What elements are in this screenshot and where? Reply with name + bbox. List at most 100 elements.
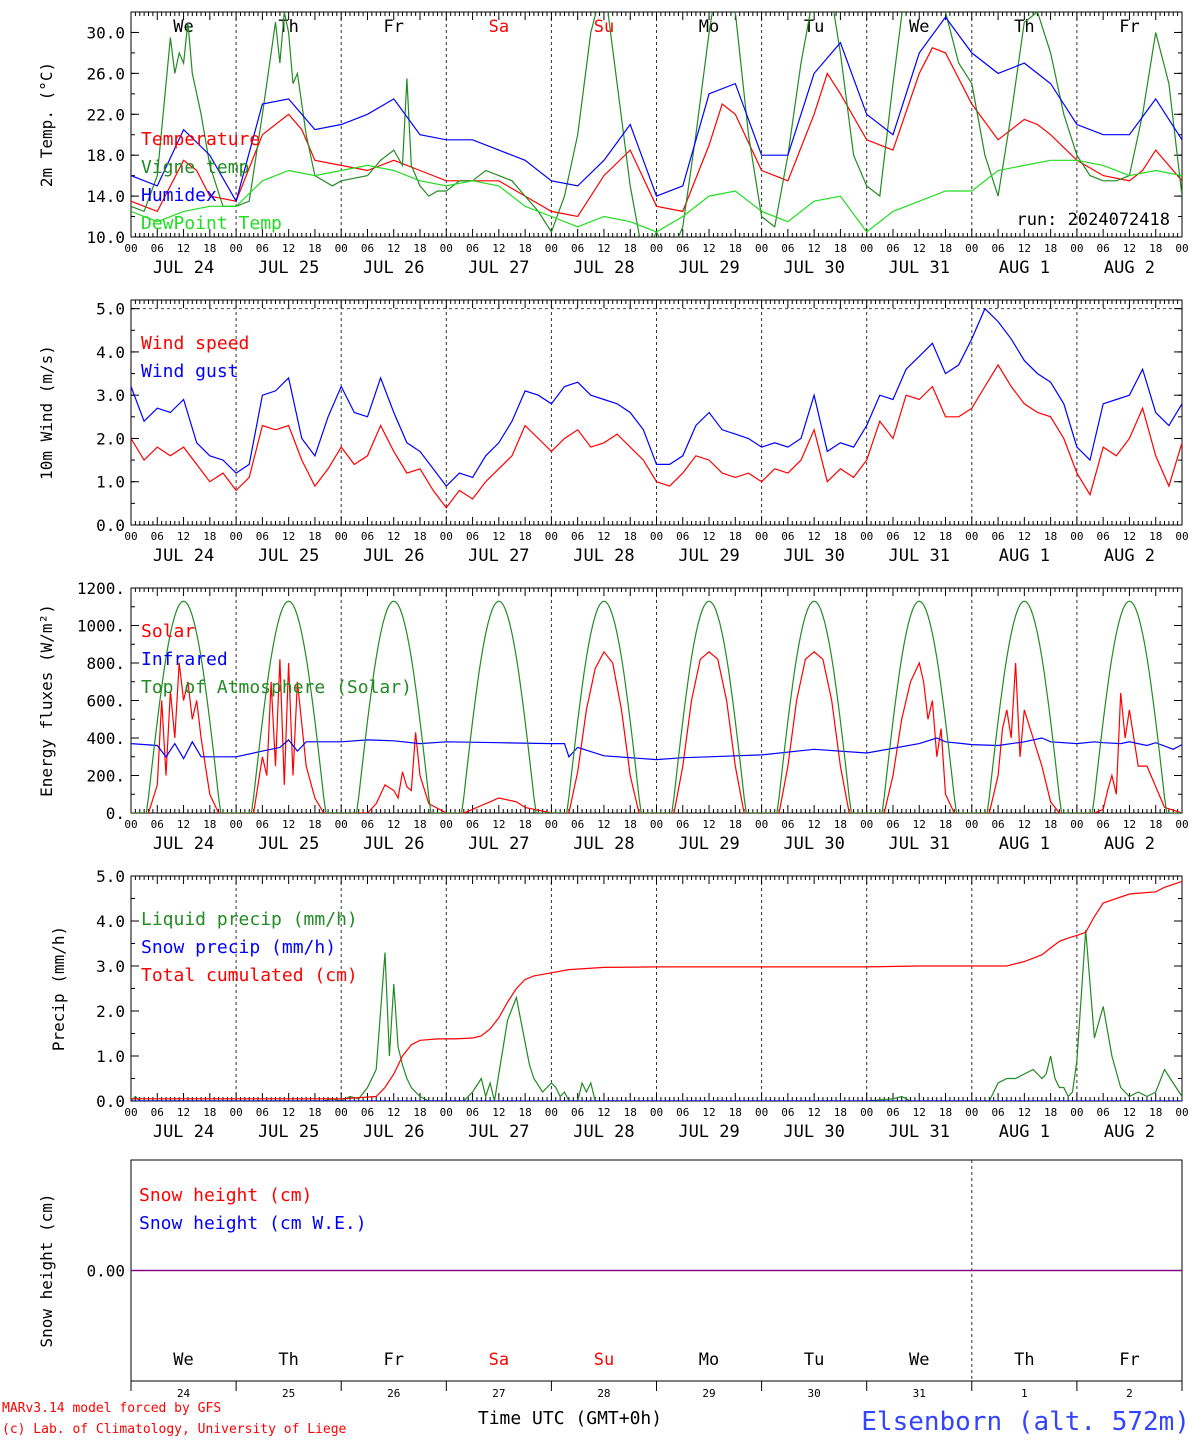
- hour-tick-label: 18: [1044, 818, 1057, 831]
- series-line-dewpoint-temp: [131, 159, 1182, 233]
- hour-tick-label: 12: [492, 818, 505, 831]
- hour-tick-label: 18: [308, 818, 321, 831]
- y-tick-label: 5.0: [96, 300, 125, 319]
- date-label: JUL 28: [573, 258, 634, 278]
- hour-tick-label: 12: [1018, 530, 1031, 543]
- hour-tick-label: 06: [256, 242, 269, 255]
- hour-tick-label: 12: [913, 818, 926, 831]
- date-label: JUL 29: [678, 258, 739, 278]
- hour-tick-label: 06: [886, 530, 899, 543]
- hour-tick-label: 00: [1070, 530, 1083, 543]
- hour-tick-label: 12: [597, 1106, 610, 1119]
- hour-tick-label: 06: [991, 1106, 1004, 1119]
- hour-tick-label: 18: [413, 242, 426, 255]
- hour-tick-label: 12: [1018, 1106, 1031, 1119]
- date-label: JUL 30: [783, 834, 844, 854]
- hour-tick-label: 06: [151, 818, 164, 831]
- hour-tick-label: 12: [808, 1106, 821, 1119]
- hour-tick-label: 12: [702, 1106, 715, 1119]
- hour-tick-label: 12: [702, 530, 715, 543]
- hour-tick-label: 00: [860, 530, 873, 543]
- y-tick-label: 1.0: [96, 1047, 125, 1066]
- hour-tick-label: 12: [177, 1106, 190, 1119]
- date-label: JUL 27: [468, 546, 529, 566]
- hour-tick-label: 06: [361, 818, 374, 831]
- date-label: AUG 1: [999, 546, 1050, 566]
- series-group: [131, 880, 1182, 1101]
- date-label: JUL 30: [783, 258, 844, 278]
- hour-tick-label: 00: [335, 818, 348, 831]
- y-tick-label: 1200.: [77, 579, 125, 598]
- hour-tick-label: 12: [913, 530, 926, 543]
- hour-tick-label: 00: [124, 1106, 137, 1119]
- hour-tick-label: 12: [282, 242, 295, 255]
- hour-tick-label: 06: [886, 1106, 899, 1119]
- y-tick-label: 1000.: [77, 617, 125, 636]
- hour-tick-label: 00: [965, 1106, 978, 1119]
- hour-tick-label: 06: [466, 1106, 479, 1119]
- hour-tick-label: 06: [571, 818, 584, 831]
- hour-tick-label: 18: [1149, 1106, 1162, 1119]
- legend-entry: DewPoint Temp: [141, 213, 282, 234]
- hour-tick-label: 18: [519, 1106, 532, 1119]
- hour-tick-label: 00: [440, 1106, 453, 1119]
- y-axis-label: Precip (mm/h): [49, 926, 68, 1051]
- hour-tick-label: 12: [387, 242, 400, 255]
- legend-entry: Snow height (cm W.E.): [139, 1213, 367, 1234]
- hour-tick-label: 00: [545, 242, 558, 255]
- series-line-solar: [131, 650, 1182, 813]
- hour-tick-label: 00: [1070, 818, 1083, 831]
- day-name-label: Fr: [384, 1350, 404, 1370]
- hour-tick-label: 00: [124, 242, 137, 255]
- y-tick-label: 0.0: [96, 516, 125, 535]
- series-line-vigne-temp: [131, 12, 1182, 237]
- y-axis-label: Energy fluxes (W/m²): [37, 604, 56, 797]
- hour-tick-label: 00: [1175, 1106, 1188, 1119]
- legend-entry: Top of Atmosphere (Solar): [141, 677, 412, 698]
- hour-tick-label: 18: [624, 242, 637, 255]
- legend-entry: Total cumulated (cm): [141, 965, 358, 986]
- hour-tick-label: 18: [519, 530, 532, 543]
- y-tick-label: 0.: [106, 804, 125, 823]
- hour-tick-label: 06: [991, 242, 1004, 255]
- y-tick-label: 5.0: [96, 867, 125, 886]
- hour-tick-label: 00: [650, 530, 663, 543]
- hour-tick-label: 18: [308, 530, 321, 543]
- hour-tick-label: 12: [597, 818, 610, 831]
- date-label: JUL 31: [889, 546, 950, 566]
- hour-tick-label: 12: [492, 242, 505, 255]
- hour-tick-label: 00: [860, 242, 873, 255]
- y-tick-label: 4.0: [96, 912, 125, 931]
- hour-tick-label: 00: [545, 818, 558, 831]
- day-name-label: Mo: [699, 17, 719, 37]
- hour-tick-label: 00: [1070, 1106, 1083, 1119]
- hour-tick-label: 12: [177, 818, 190, 831]
- hour-tick-label: 06: [571, 1106, 584, 1119]
- hour-tick-label: 18: [308, 242, 321, 255]
- hour-tick-label: 18: [939, 242, 952, 255]
- hour-tick-label: 18: [1044, 530, 1057, 543]
- day-number-label: 28: [597, 1387, 610, 1400]
- hour-tick-label: 06: [781, 818, 794, 831]
- day-name-label: We: [909, 1350, 929, 1370]
- y-tick-label: 0.0: [96, 1092, 125, 1111]
- day-name-label: Su: [594, 1350, 614, 1370]
- hour-tick-label: 12: [597, 242, 610, 255]
- y-tick-label: 18.0: [86, 146, 125, 165]
- hour-tick-label: 06: [361, 530, 374, 543]
- date-label: AUG 2: [1104, 258, 1155, 278]
- y-tick-label: 22.0: [86, 105, 125, 124]
- plot-frame: [130, 11, 1183, 238]
- hour-tick-label: 00: [229, 530, 242, 543]
- hour-tick-label: 00: [650, 818, 663, 831]
- hour-tick-label: 12: [282, 818, 295, 831]
- hour-tick-label: 18: [624, 1106, 637, 1119]
- date-label: JUL 29: [678, 546, 739, 566]
- date-label: JUL 25: [258, 258, 319, 278]
- legend-entry: Humidex: [141, 185, 217, 206]
- day-number-label: 29: [702, 1387, 715, 1400]
- date-label: JUL 24: [153, 546, 214, 566]
- hour-tick-label: 06: [151, 1106, 164, 1119]
- hour-tick-label: 00: [755, 818, 768, 831]
- hour-tick-label: 06: [781, 530, 794, 543]
